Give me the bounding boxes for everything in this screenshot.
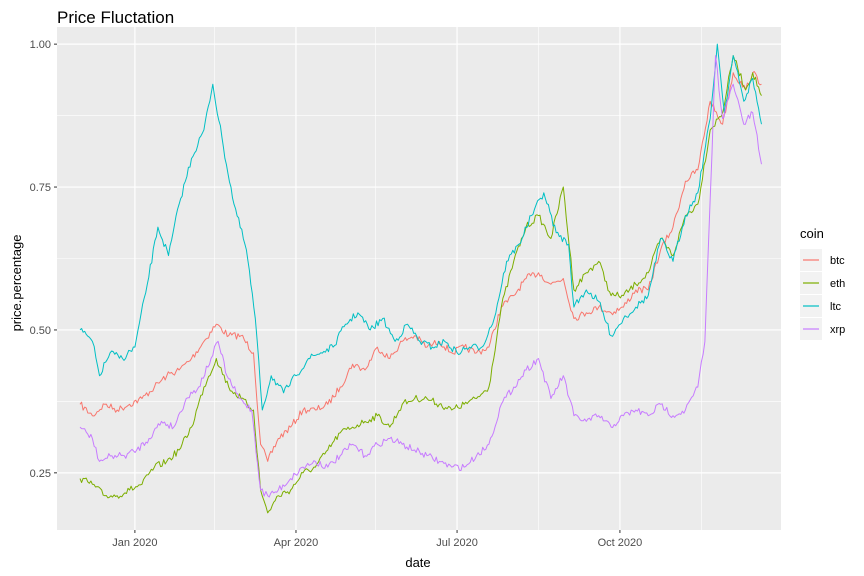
- legend-title: coin: [800, 226, 824, 241]
- y-axis: 0.25 0.50 0.75 1.00: [30, 39, 57, 480]
- x-tick-label: Oct 2020: [598, 537, 643, 549]
- legend-label-eth: eth: [830, 278, 845, 290]
- plot-panel: [57, 27, 781, 530]
- series-line-btc: [79, 71, 762, 462]
- series-line-xrp: [79, 55, 762, 498]
- gridlines: [57, 27, 781, 530]
- y-tick-label: 0.75: [30, 182, 51, 194]
- x-tick-label: Jul 2020: [436, 537, 478, 549]
- x-tick-label: Jan 2020: [112, 537, 157, 549]
- series-line-ltc: [79, 43, 762, 411]
- legend-label-ltc: ltc: [830, 301, 842, 313]
- x-axis-title: date: [405, 555, 430, 570]
- series-line-eth: [79, 55, 762, 514]
- y-tick-label: 1.00: [30, 39, 51, 51]
- legend-label-xrp: xrp: [830, 324, 845, 336]
- legend-label-btc: btc: [830, 255, 845, 267]
- y-tick-label: 0.50: [30, 325, 51, 337]
- legend: coin btc eth ltc xrp: [800, 226, 845, 340]
- series-lines: [79, 43, 762, 514]
- chart-title: Price Fluctation: [57, 8, 174, 27]
- y-axis-title: price.percentage: [9, 235, 24, 332]
- x-tick-label: Apr 2020: [274, 537, 319, 549]
- y-tick-label: 0.25: [30, 468, 51, 480]
- x-axis: Jan 2020 Apr 2020 Jul 2020 Oct 2020: [112, 530, 642, 549]
